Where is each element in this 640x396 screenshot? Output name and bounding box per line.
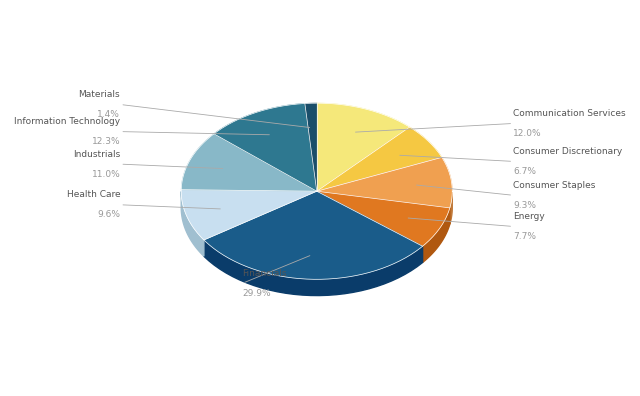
Text: Financials: Financials [242, 269, 287, 278]
Polygon shape [317, 103, 410, 191]
Text: 1.4%: 1.4% [97, 110, 120, 119]
Text: 11.0%: 11.0% [92, 169, 120, 179]
Polygon shape [204, 191, 422, 279]
Text: Energy: Energy [513, 212, 545, 221]
Polygon shape [422, 208, 450, 263]
Text: Communication Services: Communication Services [513, 109, 626, 118]
Polygon shape [181, 192, 204, 256]
Text: 7.7%: 7.7% [513, 232, 536, 241]
Polygon shape [450, 192, 452, 224]
Polygon shape [214, 103, 317, 191]
Polygon shape [305, 103, 317, 191]
Text: 6.7%: 6.7% [513, 167, 536, 176]
Polygon shape [204, 240, 422, 295]
Polygon shape [317, 191, 450, 246]
Text: Industrials: Industrials [73, 150, 120, 159]
Polygon shape [317, 157, 452, 208]
Text: 9.3%: 9.3% [513, 201, 536, 210]
Text: Consumer Staples: Consumer Staples [513, 181, 596, 190]
Text: Information Technology: Information Technology [14, 117, 120, 126]
Polygon shape [181, 134, 317, 191]
Text: Materials: Materials [79, 90, 120, 99]
Text: 9.6%: 9.6% [97, 210, 120, 219]
Polygon shape [317, 127, 442, 191]
Text: 12.0%: 12.0% [513, 129, 542, 138]
Polygon shape [181, 190, 317, 240]
Text: Consumer Discretionary: Consumer Discretionary [513, 147, 623, 156]
Text: Health Care: Health Care [67, 190, 120, 199]
Text: 29.9%: 29.9% [242, 289, 271, 298]
Text: 12.3%: 12.3% [92, 137, 120, 146]
